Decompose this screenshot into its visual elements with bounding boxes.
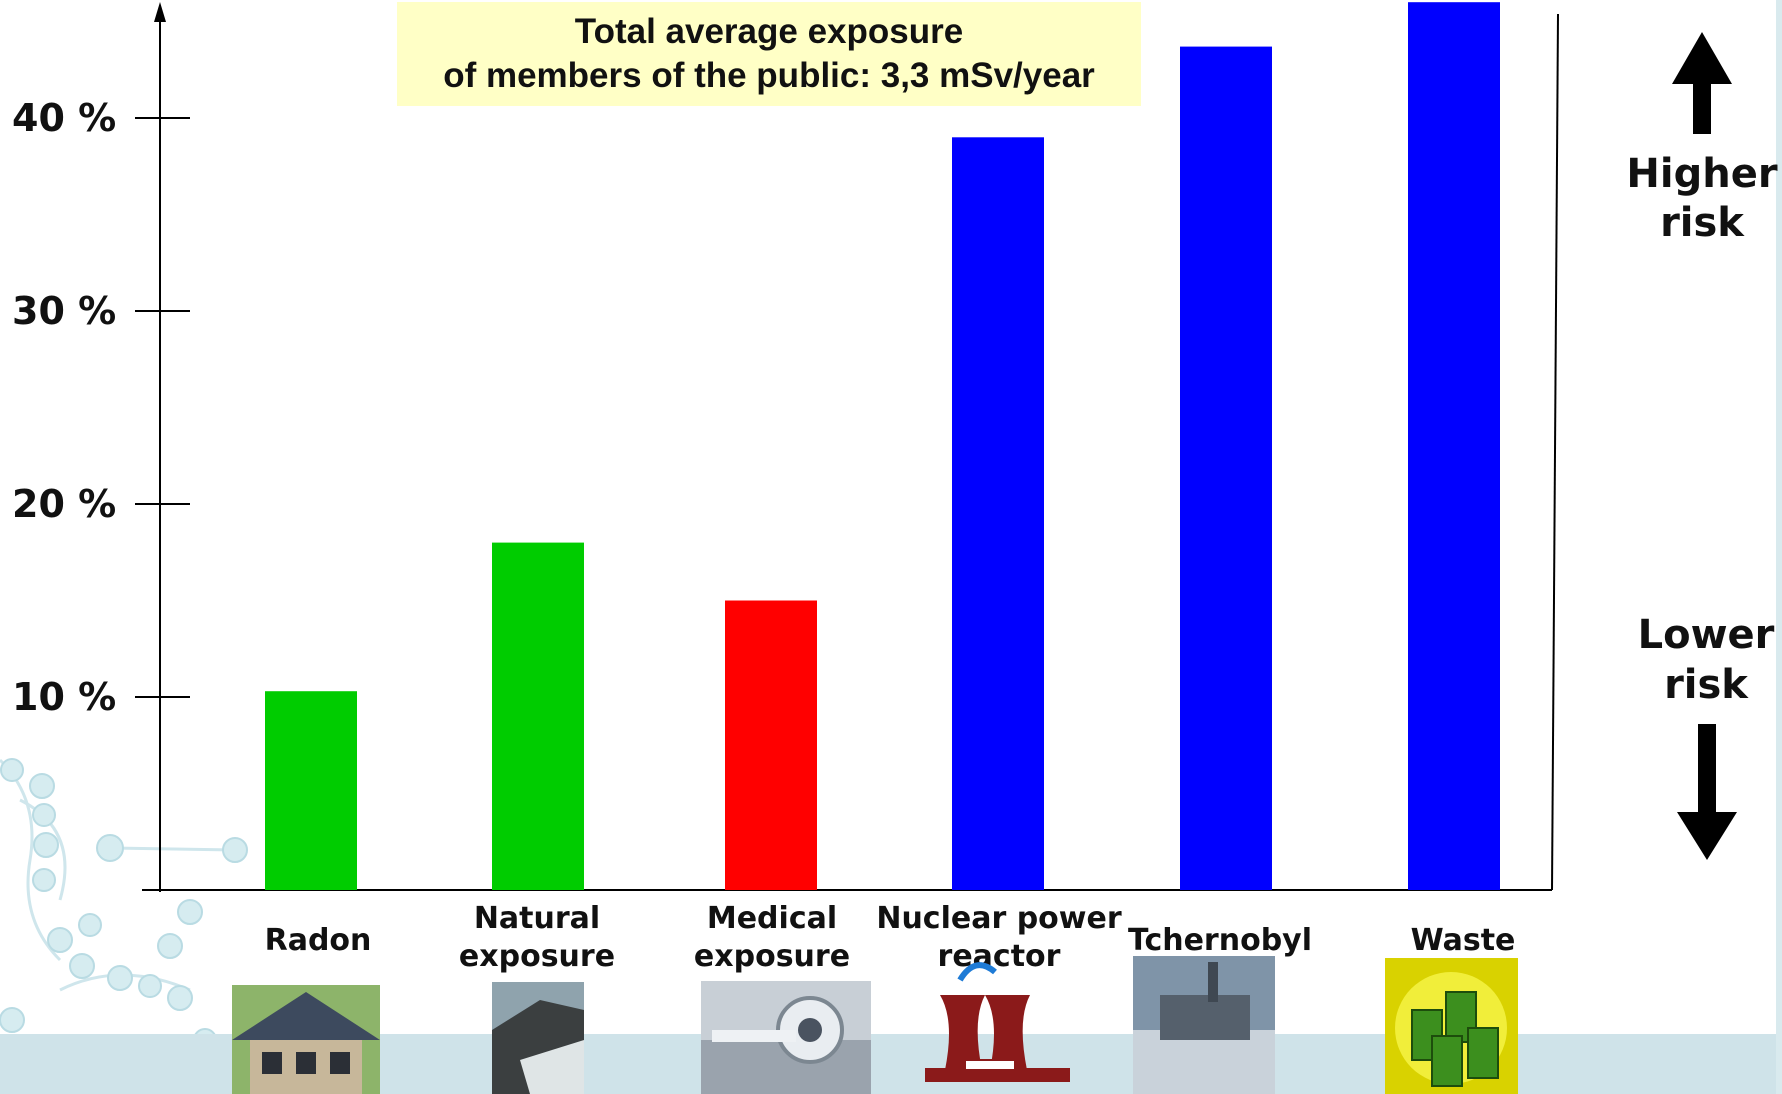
chart-title-line-2: of members of the public: 3,3 mSv/year: [443, 56, 1095, 95]
category-label: Radon: [265, 923, 372, 958]
y-axis-arrow: [154, 2, 166, 22]
bar: [952, 137, 1044, 891]
lower-risk-label-2: risk: [1664, 662, 1749, 708]
y-tick-label: 10 %: [12, 675, 116, 719]
waste-barrels-icon: [1385, 958, 1518, 1094]
bar: [265, 691, 357, 890]
category-label: exposure: [694, 939, 850, 974]
bar: [1408, 2, 1500, 890]
bar: [725, 600, 817, 890]
arrow-down-icon: [1677, 724, 1737, 860]
ct-scanner-photo-icon: [701, 981, 871, 1094]
house-photo-icon: [232, 985, 380, 1094]
chart-title: Total average exposure of members of the…: [397, 2, 1141, 106]
higher-risk-label-2: risk: [1660, 200, 1745, 246]
category-label: Nuclear power: [876, 901, 1122, 936]
y-tick-label: 20 %: [12, 482, 116, 526]
bar: [492, 542, 584, 890]
arrow-up-icon: [1672, 32, 1732, 134]
chart-title-line-1: Total average exposure: [574, 12, 964, 51]
category-label: reactor: [938, 939, 1061, 974]
chernobyl-plant-photo-icon: [1133, 956, 1275, 1094]
y-tick-label: 30 %: [12, 289, 116, 333]
higher-risk-label-1: Higher: [1626, 151, 1777, 197]
coast-photo-icon: [492, 982, 584, 1094]
power-plant-icon: [925, 962, 1070, 1082]
right-frame-line: [1551, 13, 1559, 891]
category-label: Tchernobyl: [1128, 923, 1312, 958]
category-label: exposure: [459, 939, 615, 974]
category-label: Medical: [707, 901, 837, 936]
bar: [1180, 46, 1272, 890]
lower-risk-label-1: Lower: [1638, 612, 1775, 658]
category-label: Waste: [1411, 923, 1516, 958]
y-tick-label: 40 %: [12, 96, 116, 140]
category-label: Natural: [474, 901, 600, 936]
